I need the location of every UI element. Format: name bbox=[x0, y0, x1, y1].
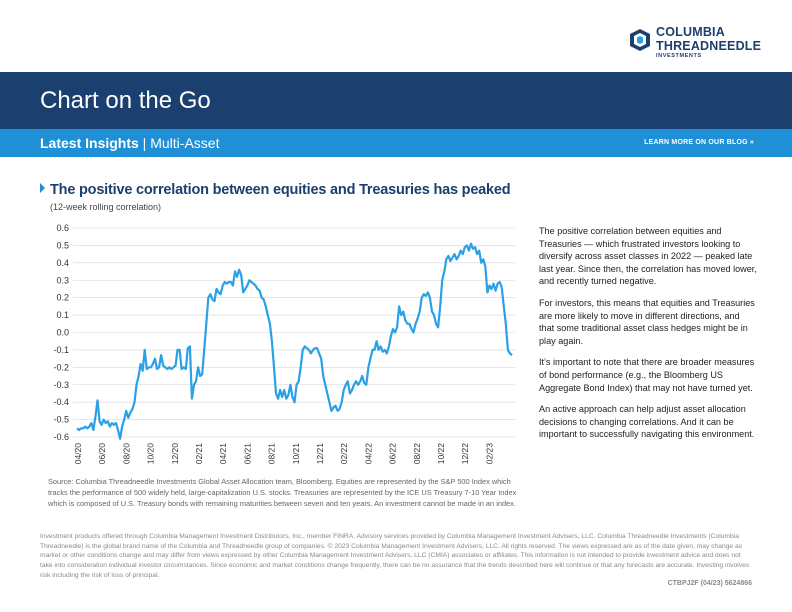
y-tick-label: -0.4 bbox=[53, 397, 69, 407]
category-topic: Multi-Asset bbox=[150, 135, 220, 151]
blog-link[interactable]: LEARN MORE ON OUR BLOG » bbox=[644, 139, 754, 146]
x-tick-label: 12/20 bbox=[170, 443, 180, 465]
double-chevron-right-icon: » bbox=[749, 139, 754, 146]
y-tick-label: 0.1 bbox=[56, 310, 69, 320]
commentary-paragraph: For investors, this means that equities … bbox=[539, 297, 755, 346]
x-tick-label: 12/22 bbox=[460, 443, 470, 465]
chart-title-text: The positive correlation between equitie… bbox=[50, 182, 511, 198]
legal-disclaimer: Investment products offered through Colu… bbox=[40, 533, 750, 579]
x-tick-label: 12/21 bbox=[315, 443, 325, 465]
page-title: Chart on the Go bbox=[40, 87, 211, 114]
x-tick-label: 06/22 bbox=[388, 443, 398, 465]
x-tick-label: 08/20 bbox=[121, 443, 131, 465]
y-tick-label: 0.4 bbox=[56, 258, 69, 268]
x-tick-label: 10/21 bbox=[291, 443, 301, 465]
logo-mark-icon bbox=[630, 29, 650, 51]
logo-wordmark: COLUMBIA THREADNEEDLE INVESTMENTS bbox=[656, 26, 761, 60]
commentary-paragraph: The positive correlation between equitie… bbox=[539, 226, 757, 287]
triangle-right-icon bbox=[40, 183, 45, 193]
commentary-paragraph: It’s important to note that there are br… bbox=[539, 357, 755, 393]
y-tick-label: 0.2 bbox=[56, 293, 69, 303]
y-tick-label: 0.3 bbox=[56, 275, 69, 285]
series-line bbox=[76, 242, 513, 440]
category-bar: Latest Insights | Multi-Asset LEARN MORE… bbox=[0, 129, 792, 157]
brand-logo: COLUMBIA THREADNEEDLE INVESTMENTS bbox=[628, 26, 768, 60]
correlation-line-chart: 0.6 0.5 0.4 0.3 0.2 0.1 0.0 -0.1 -0.2 -0.3 -0.4 -0.… bbox=[53, 223, 515, 465]
x-axis-ticks: 04/20 06/20 08/20 10/20 12/20 02/21 04/21 06/21… bbox=[73, 443, 494, 465]
commentary: The positive correlation between equitie… bbox=[539, 225, 757, 450]
x-tick-label: 04/20 bbox=[73, 443, 83, 465]
logo-line-3: INVESTMENTS bbox=[656, 53, 702, 59]
x-tick-label: 02/21 bbox=[194, 443, 204, 465]
x-tick-label: 10/20 bbox=[146, 443, 156, 465]
category-separator: | bbox=[138, 135, 151, 151]
y-tick-label: -0.6 bbox=[53, 432, 69, 442]
y-tick-label: -0.5 bbox=[53, 415, 69, 425]
blog-link-label: LEARN MORE ON OUR BLOG bbox=[644, 139, 748, 146]
commentary-paragraph: An active approach can help adjust asset… bbox=[539, 404, 755, 440]
document-code: CTBPJ2F (04/23) 5624866 bbox=[667, 580, 752, 587]
x-tick-label: 04/21 bbox=[218, 443, 228, 465]
x-tick-label: 02/22 bbox=[339, 443, 349, 465]
x-tick-label: 02/23 bbox=[484, 443, 494, 465]
page-header: Chart on the Go bbox=[0, 72, 792, 129]
x-tick-label: 10/22 bbox=[436, 443, 446, 465]
x-tick-label: 06/20 bbox=[97, 443, 107, 465]
y-axis-ticks: 0.6 0.5 0.4 0.3 0.2 0.1 0.0 -0.1 -0.2 -0.3 -0.4 -0.… bbox=[53, 223, 69, 442]
category-label: Latest Insights | Multi-Asset bbox=[40, 135, 219, 151]
x-tick-label: 08/22 bbox=[412, 443, 422, 465]
y-tick-label: 0.5 bbox=[56, 240, 69, 250]
y-tick-label: -0.2 bbox=[53, 362, 69, 372]
logo-line-1: COLUMBIA bbox=[656, 25, 725, 39]
y-tick-label: -0.1 bbox=[53, 345, 69, 355]
logo-line-2: THREADNEEDLE bbox=[656, 38, 762, 53]
category-name: Latest Insights bbox=[40, 135, 139, 151]
x-tick-label: 08/21 bbox=[267, 443, 277, 465]
y-tick-label: -0.3 bbox=[53, 380, 69, 390]
y-tick-label: 0.0 bbox=[56, 328, 69, 338]
chart-subtitle: (12-week rolling correlation) bbox=[50, 202, 162, 212]
source-note: Source: Columbia Threadneedle Investment… bbox=[48, 477, 517, 508]
x-tick-label: 04/22 bbox=[363, 443, 373, 465]
x-tick-label: 06/21 bbox=[242, 443, 252, 465]
chart-title: The positive correlation between equitie… bbox=[40, 182, 511, 198]
y-tick-label: 0.6 bbox=[56, 223, 69, 233]
